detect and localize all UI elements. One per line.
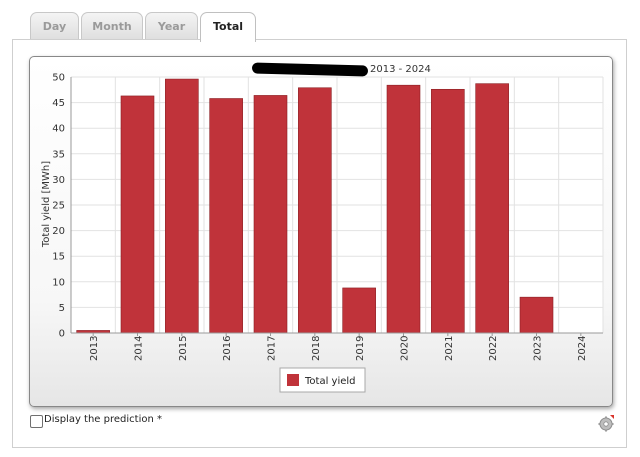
prediction-label: Display the prediction * xyxy=(44,414,162,425)
prediction-checkbox[interactable] xyxy=(30,415,43,428)
x-tick-labels: 2013 2014 2015 2016 2017 2018 2019 2020 2021 2022… xyxy=(89,333,588,361)
x-tick-label: 2017 xyxy=(267,336,278,361)
x-tick-label: 2022 xyxy=(488,336,499,361)
x-tick-label: 2024 xyxy=(577,336,588,361)
y-tick-label: 30 xyxy=(52,175,65,186)
y-tick-label: 45 xyxy=(52,98,65,109)
y-tick-label: 15 xyxy=(52,252,65,263)
legend-swatch xyxy=(287,374,299,386)
x-tick-label: 2021 xyxy=(444,336,455,361)
bar-2021 xyxy=(431,88,465,334)
x-tick-label: 2014 xyxy=(134,336,145,361)
y-tick-label: 25 xyxy=(52,201,65,212)
x-tick-label: 2023 xyxy=(533,336,544,361)
y-tick-label: 0 xyxy=(59,329,65,340)
y-tick-label: 20 xyxy=(52,226,65,237)
x-tick-label: 2013 xyxy=(89,336,100,361)
y-tick-labels: 0 5 10 15 20 25 30 35 40 45 50 xyxy=(52,73,65,340)
y-tick-label: 10 xyxy=(52,277,65,288)
x-tick-label: 2015 xyxy=(178,336,189,361)
chart-bars xyxy=(76,78,554,334)
bar-2017 xyxy=(253,95,288,334)
tab-total[interactable]: Total xyxy=(200,12,256,42)
x-tick-label: 2018 xyxy=(311,336,322,361)
tab-year[interactable]: Year xyxy=(145,12,198,40)
y-tick-label: 50 xyxy=(52,73,65,84)
bar-2015 xyxy=(165,78,199,334)
y-axis-label: Total yield [MWh] xyxy=(41,161,52,248)
legend: Total yield xyxy=(279,367,366,393)
y-tick-label: 5 xyxy=(59,303,65,314)
y-tick-label: 40 xyxy=(52,124,65,135)
x-tick-label: 2019 xyxy=(355,336,366,361)
y-tick-label: 35 xyxy=(52,149,65,160)
chart-grid xyxy=(70,76,604,334)
bar-2020 xyxy=(386,84,421,334)
bar-2022 xyxy=(475,83,509,334)
legend-box xyxy=(279,367,366,393)
legend-label: Total yield xyxy=(304,376,356,387)
chart-title: 2013 - 2024 xyxy=(370,64,431,75)
tab-day[interactable]: Day xyxy=(30,12,79,40)
tab-month[interactable]: Month xyxy=(81,12,143,40)
bar-2023 xyxy=(519,296,554,334)
x-tick-label: 2020 xyxy=(400,336,411,361)
bar-2019 xyxy=(342,287,376,334)
gear-icon[interactable] xyxy=(597,413,617,433)
chart-axes xyxy=(70,77,603,334)
bar-2018 xyxy=(298,87,332,334)
bar-2014 xyxy=(120,95,155,334)
bar-2016 xyxy=(209,98,243,334)
x-tick-label: 2016 xyxy=(222,336,233,361)
